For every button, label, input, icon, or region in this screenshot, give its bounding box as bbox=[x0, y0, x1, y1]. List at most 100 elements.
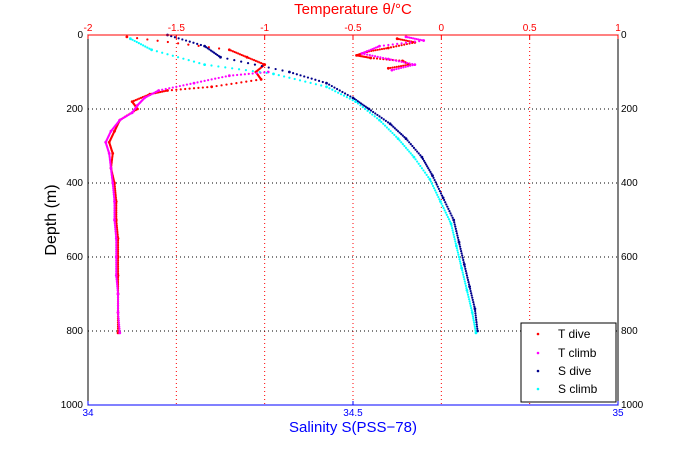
data-point-interp bbox=[431, 184, 435, 188]
data-point-interp bbox=[346, 93, 349, 97]
data-point-interp bbox=[406, 39, 409, 43]
data-point-interp bbox=[188, 40, 191, 43]
data-point-interp bbox=[414, 148, 417, 151]
data-point-interp bbox=[457, 253, 460, 256]
data-point bbox=[354, 100, 358, 103]
data-point-interp bbox=[328, 83, 331, 86]
data-point bbox=[136, 107, 139, 111]
data-point-interp bbox=[349, 95, 352, 98]
data-point-interp bbox=[341, 90, 344, 94]
data-point-interp bbox=[368, 111, 372, 114]
temperature-tick-label: -2 bbox=[84, 23, 93, 34]
data-point-interp bbox=[460, 264, 463, 267]
data-point bbox=[210, 85, 214, 89]
data-point-interp bbox=[181, 38, 184, 41]
data-point-interp bbox=[189, 82, 192, 85]
data-point-interp bbox=[472, 301, 475, 304]
data-point bbox=[125, 35, 129, 39]
data-point bbox=[114, 274, 118, 277]
data-point-interp bbox=[116, 228, 119, 231]
data-point-interp bbox=[162, 90, 166, 93]
data-point-interp bbox=[233, 59, 236, 62]
data-point bbox=[468, 285, 471, 288]
data-point-interp bbox=[116, 302, 120, 305]
data-point-interp bbox=[462, 258, 465, 262]
data-point-interp bbox=[116, 296, 120, 299]
data-point-interp bbox=[136, 37, 139, 40]
data-point-interp bbox=[196, 81, 199, 84]
data-point-interp bbox=[351, 99, 354, 102]
data-point-interp bbox=[461, 271, 464, 274]
data-point bbox=[166, 89, 169, 92]
data-point-interp bbox=[116, 304, 120, 307]
data-point-interp bbox=[421, 157, 425, 161]
data-point-interp bbox=[409, 41, 412, 44]
data-point-interp bbox=[466, 293, 470, 296]
data-point-interp bbox=[398, 131, 401, 134]
data-point-interp bbox=[171, 86, 174, 89]
data-point-interp bbox=[237, 68, 241, 71]
data-point-interp bbox=[363, 52, 366, 56]
series-t-climb bbox=[104, 35, 426, 335]
data-point-interp bbox=[115, 202, 118, 205]
data-point bbox=[157, 89, 161, 92]
data-point-interp bbox=[385, 47, 388, 50]
data-point-interp bbox=[458, 243, 461, 246]
data-point-interp bbox=[459, 247, 462, 250]
data-point-interp bbox=[448, 220, 452, 223]
data-point-interp bbox=[116, 244, 120, 247]
data-point-interp bbox=[116, 257, 120, 260]
depth-axis-title: Depth (m) bbox=[43, 184, 60, 255]
data-point-interp bbox=[115, 217, 118, 220]
data-point bbox=[460, 266, 464, 270]
data-point-interp bbox=[403, 39, 406, 42]
legend-label-t-dive: T dive bbox=[558, 327, 591, 341]
data-point-interp bbox=[403, 43, 406, 46]
data-point-interp bbox=[467, 295, 470, 299]
data-point-interp bbox=[457, 255, 461, 259]
data-point-interp bbox=[442, 207, 445, 210]
data-point-interp bbox=[384, 119, 387, 122]
data-point-interp bbox=[214, 52, 217, 55]
data-point-interp bbox=[411, 144, 414, 148]
data-point-interp bbox=[420, 167, 423, 170]
data-point bbox=[203, 63, 207, 66]
salinity-tick-label: 35 bbox=[612, 408, 624, 419]
data-point-interp bbox=[115, 259, 118, 262]
data-point-interp bbox=[393, 133, 396, 136]
data-point-interp bbox=[395, 65, 398, 68]
data-point-interp bbox=[166, 53, 169, 56]
data-point-interp bbox=[113, 204, 116, 207]
depth-tick-label-right: 400 bbox=[621, 178, 638, 189]
data-point-interp bbox=[417, 152, 420, 155]
data-point bbox=[462, 263, 466, 266]
data-point-interp bbox=[116, 285, 119, 288]
data-point-interp bbox=[116, 267, 120, 270]
data-point-interp bbox=[116, 265, 120, 268]
data-point-interp bbox=[206, 47, 209, 50]
data-point-interp bbox=[473, 321, 476, 324]
data-point-interp bbox=[208, 48, 211, 51]
data-point bbox=[404, 137, 408, 141]
data-point-interp bbox=[116, 329, 120, 332]
depth-tick-label-right: 800 bbox=[621, 326, 638, 337]
data-point-interp bbox=[199, 43, 202, 47]
data-point-interp bbox=[397, 44, 401, 47]
data-point-interp bbox=[116, 248, 120, 251]
data-point-interp bbox=[116, 239, 120, 242]
data-point bbox=[422, 39, 426, 42]
data-point-interp bbox=[393, 66, 396, 69]
data-point-interp bbox=[380, 116, 383, 119]
data-point-interp bbox=[438, 190, 442, 193]
data-point-interp bbox=[211, 50, 214, 53]
data-point-interp bbox=[114, 189, 117, 192]
data-point-interp bbox=[118, 329, 121, 332]
data-point-interp bbox=[334, 90, 337, 93]
data-point-interp bbox=[343, 92, 347, 95]
data-point-interp bbox=[400, 60, 403, 63]
data-point-interp bbox=[374, 112, 377, 115]
data-point-interp bbox=[115, 224, 118, 227]
data-point-interp bbox=[111, 185, 115, 188]
data-point bbox=[219, 55, 222, 59]
data-point-interp bbox=[463, 278, 466, 281]
